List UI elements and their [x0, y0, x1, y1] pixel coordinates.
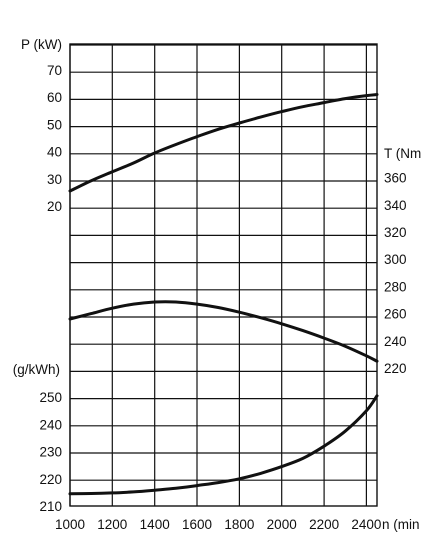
torque-tick-label: 240 [384, 334, 407, 349]
power-axis-title: P (kW) [21, 37, 62, 52]
consumption-curve [68, 394, 379, 496]
x-tick-label: 1800 [224, 517, 254, 532]
x-tick-label: 1200 [97, 517, 127, 532]
x-axis-title: n (min [382, 517, 420, 532]
power-tick-label: 50 [47, 117, 62, 132]
torque-tick-label: 280 [384, 279, 407, 294]
power-tick-label: 60 [47, 90, 62, 105]
consumption-tick-label: 220 [39, 472, 62, 487]
torque-tick-label: 260 [384, 307, 407, 322]
torque-tick-label: 300 [384, 252, 407, 267]
series-curves [68, 93, 379, 496]
grid [69, 43, 378, 507]
torque-axis-title: T (Nm [384, 146, 421, 161]
x-tick-label: 2200 [309, 517, 339, 532]
power-tick-label: 40 [47, 145, 62, 160]
x-tick-label: 1600 [182, 517, 212, 532]
torque-curve [68, 300, 379, 363]
power-curve [68, 93, 379, 193]
axis-labels: 20 30 40 50 60 70 P (kW) 210 220 230 240 250 (g/kWh)… [13, 37, 422, 532]
consumption-tick-label: 230 [39, 445, 62, 460]
consumption-tick-label: 250 [39, 390, 62, 405]
consumption-tick-label: 240 [39, 417, 62, 432]
consumption-axis-title: (g/kWh) [13, 362, 60, 377]
plot-frame [69, 43, 378, 507]
torque-tick-label: 340 [384, 198, 407, 213]
torque-tick-label: 220 [384, 361, 407, 376]
consumption-tick-label: 210 [39, 499, 62, 514]
torque-tick-label: 360 [384, 171, 407, 186]
torque-tick-label: 320 [384, 225, 407, 240]
x-tick-label: 2400 [351, 517, 381, 532]
power-tick-label: 20 [47, 199, 62, 214]
power-tick-label: 70 [47, 63, 62, 78]
x-tick-label: 2000 [267, 517, 297, 532]
x-tick-label: 1000 [55, 517, 85, 532]
x-tick-label: 1400 [140, 517, 170, 532]
power-tick-label: 30 [47, 172, 62, 187]
